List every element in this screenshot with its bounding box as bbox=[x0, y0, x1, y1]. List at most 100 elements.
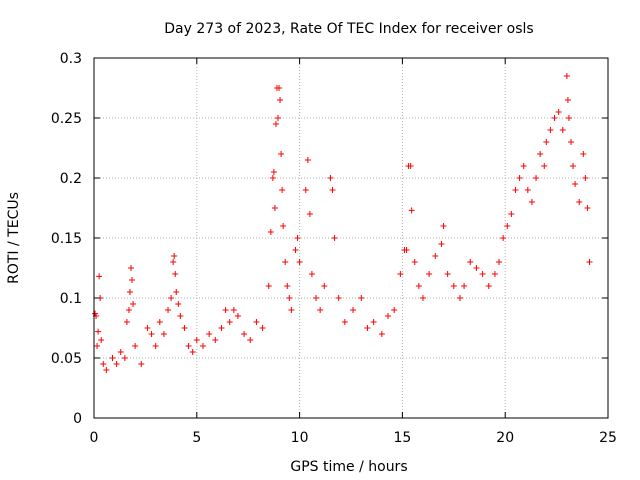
data-point bbox=[103, 367, 110, 373]
data-point bbox=[185, 343, 192, 349]
data-point bbox=[117, 349, 124, 355]
data-point bbox=[563, 73, 570, 79]
data-point bbox=[565, 115, 572, 121]
data-point bbox=[313, 295, 320, 301]
data-point bbox=[491, 271, 498, 277]
data-point bbox=[580, 151, 587, 157]
data-point bbox=[508, 211, 515, 217]
axis-ticks: 0 5 10 15 20 25 0 0.05 0.1 0.15 0.2 0.25 0.3 bbox=[51, 51, 617, 446]
data-point bbox=[138, 361, 145, 367]
data-point bbox=[296, 259, 303, 265]
data-point bbox=[547, 127, 554, 133]
data-point bbox=[234, 313, 241, 319]
data-point bbox=[516, 175, 523, 181]
data-point bbox=[129, 277, 136, 283]
plot-frame bbox=[93, 57, 609, 419]
data-point bbox=[302, 187, 309, 193]
data-point bbox=[168, 295, 175, 301]
data-point bbox=[226, 319, 233, 325]
data-point bbox=[212, 337, 219, 343]
data-point bbox=[206, 331, 213, 337]
data-point bbox=[259, 325, 266, 331]
data-point bbox=[170, 259, 177, 265]
data-point bbox=[277, 97, 284, 103]
data-point bbox=[267, 229, 274, 235]
data-point bbox=[440, 223, 447, 229]
data-point bbox=[230, 307, 237, 313]
data-point bbox=[496, 259, 503, 265]
data-point bbox=[543, 139, 550, 145]
x-tick-label: 0 bbox=[90, 430, 99, 446]
data-point bbox=[317, 307, 324, 313]
data-point bbox=[520, 163, 527, 169]
data-point bbox=[335, 295, 342, 301]
grid-lines bbox=[94, 58, 608, 418]
data-point bbox=[218, 325, 225, 331]
data-point bbox=[286, 295, 293, 301]
data-point bbox=[199, 343, 206, 349]
data-point bbox=[280, 223, 287, 229]
data-point bbox=[432, 253, 439, 259]
data-point bbox=[537, 151, 544, 157]
data-point bbox=[265, 283, 272, 289]
data-point bbox=[172, 271, 179, 277]
data-point bbox=[128, 265, 135, 271]
data-point bbox=[473, 265, 480, 271]
data-point bbox=[331, 235, 338, 241]
data-point bbox=[341, 319, 348, 325]
data-point bbox=[113, 361, 120, 367]
x-tick-label: 25 bbox=[599, 430, 617, 446]
y-tick-label: 0.1 bbox=[60, 291, 82, 307]
data-point bbox=[288, 307, 295, 313]
data-point bbox=[572, 181, 579, 187]
data-point bbox=[189, 349, 196, 355]
data-point bbox=[408, 207, 415, 214]
x-axis-label: GPS time / hours bbox=[290, 459, 407, 475]
data-point bbox=[156, 319, 163, 325]
data-points bbox=[92, 73, 593, 373]
data-point bbox=[329, 187, 336, 193]
data-point bbox=[94, 343, 101, 349]
data-point bbox=[241, 331, 248, 337]
data-point bbox=[461, 283, 468, 289]
data-point bbox=[144, 325, 151, 331]
data-point bbox=[500, 235, 507, 241]
data-point bbox=[177, 313, 184, 319]
data-point bbox=[121, 355, 128, 361]
x-tick-label: 10 bbox=[291, 430, 309, 446]
y-tick-label: 0.3 bbox=[60, 51, 82, 67]
y-axis-label: ROTI / TECUs bbox=[6, 192, 22, 284]
data-point bbox=[397, 271, 404, 277]
data-point bbox=[272, 121, 279, 127]
data-point bbox=[586, 259, 593, 265]
data-point bbox=[391, 307, 398, 313]
data-point bbox=[444, 271, 451, 277]
data-point bbox=[504, 223, 511, 229]
data-point bbox=[403, 247, 410, 253]
data-point bbox=[95, 328, 102, 335]
data-point bbox=[123, 319, 130, 325]
data-point bbox=[282, 259, 289, 265]
data-point bbox=[271, 205, 278, 211]
y-tick-label: 0.2 bbox=[60, 171, 82, 187]
data-point bbox=[541, 163, 548, 169]
data-point bbox=[253, 319, 260, 325]
data-point bbox=[126, 289, 133, 295]
data-point bbox=[278, 151, 285, 157]
data-point bbox=[456, 295, 463, 301]
data-point bbox=[148, 331, 155, 337]
data-point bbox=[165, 307, 172, 313]
data-point bbox=[564, 97, 571, 103]
data-point bbox=[100, 361, 107, 367]
data-point bbox=[279, 187, 286, 193]
data-point bbox=[276, 85, 283, 91]
data-point bbox=[130, 301, 137, 307]
data-point bbox=[222, 307, 229, 313]
data-point bbox=[193, 337, 200, 343]
data-point bbox=[479, 271, 486, 277]
data-point bbox=[98, 337, 105, 343]
data-point bbox=[555, 109, 562, 115]
data-point bbox=[485, 283, 492, 289]
data-point bbox=[132, 343, 139, 349]
